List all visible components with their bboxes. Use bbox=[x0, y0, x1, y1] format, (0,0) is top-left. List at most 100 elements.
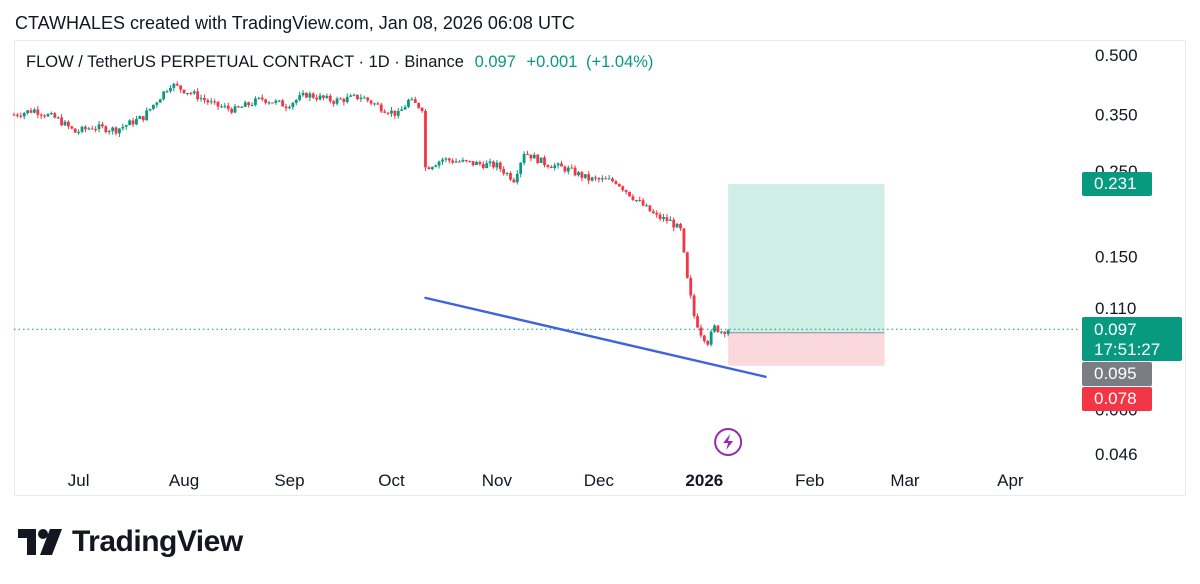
candle bbox=[458, 159, 461, 163]
candle bbox=[386, 111, 390, 116]
candle bbox=[84, 125, 87, 133]
candle-body bbox=[597, 178, 601, 180]
candle-body bbox=[84, 126, 87, 130]
candle bbox=[158, 98, 162, 103]
candle bbox=[492, 160, 495, 169]
candle bbox=[87, 126, 91, 131]
candle-body bbox=[165, 91, 169, 93]
candle-body bbox=[77, 131, 81, 133]
candle bbox=[124, 124, 128, 130]
candle bbox=[101, 121, 104, 129]
candle bbox=[498, 161, 502, 172]
candle-body bbox=[325, 95, 329, 98]
candle-body bbox=[495, 162, 499, 168]
candle-body bbox=[135, 118, 138, 125]
candle bbox=[271, 102, 274, 104]
candle-body bbox=[288, 107, 291, 109]
candle bbox=[607, 174, 611, 180]
candle-body bbox=[471, 161, 475, 166]
candle bbox=[709, 329, 713, 347]
candle-body bbox=[192, 91, 196, 94]
candle-body bbox=[322, 95, 325, 98]
candle-body bbox=[29, 110, 33, 113]
candle-body bbox=[560, 163, 563, 167]
candle-body bbox=[583, 174, 587, 178]
candle bbox=[692, 293, 696, 319]
candle bbox=[56, 116, 60, 120]
candle bbox=[437, 160, 441, 169]
candle-body bbox=[386, 112, 390, 114]
candle-body bbox=[716, 325, 720, 333]
candle bbox=[311, 92, 315, 99]
candle bbox=[254, 96, 257, 107]
candle-body bbox=[152, 104, 155, 109]
candle-body bbox=[369, 100, 373, 104]
candle-body bbox=[519, 162, 523, 174]
candle bbox=[291, 102, 295, 110]
candle bbox=[549, 165, 553, 169]
candle bbox=[199, 94, 203, 102]
candle bbox=[213, 99, 217, 105]
candle bbox=[702, 334, 706, 344]
candle-body bbox=[209, 101, 213, 103]
candle-body bbox=[223, 105, 227, 107]
candle-body bbox=[641, 200, 645, 206]
candle-body bbox=[464, 160, 468, 162]
legend-change: +0.001 bbox=[526, 53, 578, 71]
candle-body bbox=[658, 214, 662, 220]
candle-body bbox=[441, 159, 444, 162]
candle bbox=[97, 120, 101, 133]
candle bbox=[379, 102, 383, 114]
candle bbox=[478, 160, 482, 167]
candle bbox=[515, 170, 519, 185]
candle bbox=[519, 162, 523, 178]
candle bbox=[662, 213, 665, 222]
candle-body bbox=[233, 106, 237, 113]
candle-body bbox=[121, 126, 125, 129]
candle-body bbox=[131, 120, 135, 125]
candle-body bbox=[546, 165, 550, 167]
symbol-legend[interactable]: FLOW / TetherUS PERPETUAL CONTRACT · 1D … bbox=[26, 53, 653, 72]
candle bbox=[512, 177, 516, 184]
candle bbox=[264, 98, 268, 105]
candle-body bbox=[512, 179, 516, 183]
candle-body bbox=[114, 127, 118, 134]
candle bbox=[322, 95, 325, 101]
candle bbox=[111, 126, 115, 135]
candle-body bbox=[437, 161, 441, 166]
candle bbox=[33, 107, 36, 114]
candle-body bbox=[145, 110, 149, 121]
candle bbox=[682, 228, 686, 254]
candle-body bbox=[444, 158, 448, 160]
candle-body bbox=[267, 102, 271, 104]
candle bbox=[206, 98, 210, 105]
candle bbox=[240, 105, 244, 108]
x-axis-tick-label: Oct bbox=[378, 471, 405, 490]
candle bbox=[226, 102, 230, 112]
candle bbox=[383, 109, 387, 114]
candle-body bbox=[675, 223, 679, 228]
candle bbox=[481, 161, 485, 170]
candle bbox=[138, 115, 142, 120]
candle bbox=[369, 99, 373, 106]
candle bbox=[284, 103, 288, 112]
candle-body bbox=[128, 120, 132, 126]
candle bbox=[172, 82, 176, 92]
candle bbox=[308, 91, 312, 102]
candle-body bbox=[247, 102, 251, 106]
candle-body bbox=[573, 167, 577, 176]
candle bbox=[556, 162, 560, 169]
candle bbox=[281, 99, 285, 107]
candle-body bbox=[301, 92, 305, 96]
candle bbox=[274, 99, 278, 105]
candle-body bbox=[505, 173, 509, 175]
candle-body bbox=[451, 160, 455, 163]
candle-body bbox=[634, 199, 638, 201]
candle-body bbox=[315, 97, 319, 100]
candle bbox=[294, 99, 298, 106]
candle bbox=[655, 210, 659, 218]
candle-body bbox=[723, 331, 727, 334]
candle-body bbox=[308, 93, 312, 98]
candle-body bbox=[719, 331, 723, 333]
